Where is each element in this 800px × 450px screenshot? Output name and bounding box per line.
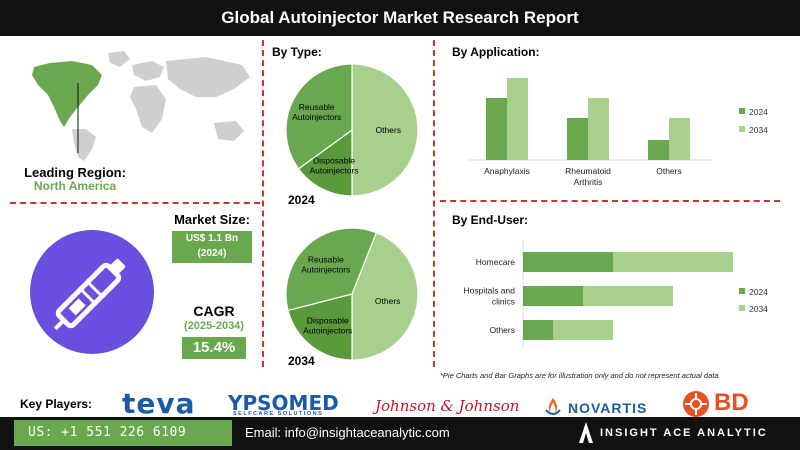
- brand-name: INSIGHT ACE ANALYTIC: [600, 427, 768, 439]
- page-title: Global Autoinjector Market Research Repo…: [221, 8, 579, 27]
- map-south-america: [72, 129, 96, 161]
- application-tick-rheumatoid-arthritis: Rheumatoid Arthritis: [565, 166, 611, 187]
- market-size-label: Market Size:: [174, 212, 250, 227]
- autoinjector-icon: [30, 230, 154, 354]
- pie-label-others: Others: [376, 125, 402, 135]
- application-legend-2024: 2024: [749, 107, 768, 117]
- application-bar-anaphylaxis-2034: [507, 78, 528, 160]
- application-bar-others-2024: [648, 140, 669, 160]
- application-legend-swatch-2024: [739, 108, 745, 114]
- title-bar: [0, 0, 800, 36]
- pie-slice-reusable-autoinjectors: [285, 227, 378, 312]
- application-tick-others: Others: [656, 166, 682, 176]
- pie-label-reusable-autoinjectors: Reusable Autoinjectors: [292, 102, 341, 122]
- world-map: [32, 51, 250, 161]
- pie-2024-year: 2024: [288, 193, 315, 207]
- bd-logo: BD: [714, 389, 749, 416]
- by-application-title: By Application:: [452, 45, 540, 59]
- by-end-user-title: By End-User:: [452, 213, 529, 227]
- application-bar-rheumatoid-arthritis-2034: [588, 98, 609, 160]
- novartis-logo: NOVARTIS: [568, 400, 648, 416]
- pie-2034-year: 2034: [288, 354, 315, 368]
- application-bar-anaphylaxis-2024: [486, 98, 507, 160]
- novartis-flame-icon: [545, 398, 561, 415]
- teva-logo: teva: [122, 387, 196, 420]
- market-size-value: US$ 1.1 Bn: [185, 233, 239, 244]
- end-user-tick-others: Others: [489, 325, 515, 335]
- email-link[interactable]: Email: info@insightaceanalytic.com: [245, 425, 450, 440]
- pie-slice-others: [351, 231, 419, 361]
- leading-region-value: North America: [33, 179, 117, 193]
- divider-right: [433, 40, 435, 367]
- ypsomed-logo: YPSOMED: [228, 391, 339, 415]
- divider-left: [262, 40, 264, 367]
- end-user-legend-2034: 2034: [749, 304, 768, 314]
- map-north-america: [32, 61, 102, 127]
- pie-label-reusable-autoinjectors: Reusable Autoinjectors: [301, 254, 350, 274]
- pie-slice-reusable-autoinjectors: [285, 63, 353, 170]
- market-size-box: US$ 1.1 Bn (2024): [172, 231, 252, 263]
- end-user-legend-swatch-2024: [739, 288, 745, 294]
- pie-slice-disposable-autoinjectors: [297, 128, 353, 197]
- bd-sun-icon: [683, 391, 709, 417]
- end-user-tick-homecare: Homecare: [476, 257, 515, 267]
- disclaimer: *Pie Charts and Bar Graphs are for illus…: [440, 371, 719, 380]
- map-greenland: [108, 51, 130, 67]
- application-legend-2034: 2034: [749, 125, 768, 135]
- pie-label-others: Others: [375, 296, 401, 306]
- end-user-tick-hospitals-and-clinics: Hospitals and clinics: [463, 286, 515, 307]
- pie-chart-2024: Others Disposable Autoinjectors Reusable Aut…: [285, 63, 419, 197]
- end-user-bar-chart: Homecare Hospitals and clinics Others 2024 20…: [463, 240, 768, 347]
- cagr-label: CAGR: [193, 303, 235, 319]
- end-user-bar-others-2024: [523, 320, 553, 340]
- end-user-bar-hospitals-and-clinics-2024: [523, 286, 583, 306]
- end-user-bar-homecare-2034: [613, 252, 733, 272]
- jnj-logo: Johnson & Johnson: [375, 397, 520, 415]
- pie-slice-disposable-autoinjectors: [287, 293, 353, 361]
- phone-number[interactable]: US: +1 551 226 6109: [14, 420, 232, 446]
- cagr-value: 15.4%: [182, 337, 246, 359]
- ypsomed-tagline: SELFCARE SOLUTIONS: [233, 411, 324, 417]
- pie-label-disposable-autoinjectors: Disposable Autoinjectors: [309, 155, 358, 175]
- market-size-year: (2024): [197, 248, 227, 259]
- divider-left-horizontal: [10, 202, 260, 204]
- end-user-bar-hospitals-and-clinics-2034: [583, 286, 673, 306]
- insightace-logo-icon: [579, 422, 593, 443]
- cagr-period: (2025-2034): [184, 320, 244, 332]
- map-australia: [214, 121, 244, 141]
- map-asia: [166, 57, 250, 97]
- by-type-title: By Type:: [272, 45, 322, 59]
- key-players-label: Key Players:: [20, 397, 93, 411]
- pie-slice-others: [351, 63, 419, 197]
- end-user-legend-swatch-2034: [739, 305, 745, 311]
- map-africa: [130, 85, 166, 133]
- end-user-bar-others-2034: [553, 320, 613, 340]
- application-legend-swatch-2034: [739, 126, 745, 132]
- application-bar-chart: Anaphylaxis Rheumatoid Arthritis Others 2024…: [466, 78, 768, 187]
- application-bar-rheumatoid-arthritis-2024: [567, 118, 588, 160]
- application-bar-others-2034: [669, 118, 690, 160]
- end-user-legend-2024: 2024: [749, 287, 768, 297]
- map-europe: [132, 61, 164, 81]
- application-tick-anaphylaxis: Anaphylaxis: [484, 166, 530, 176]
- divider-right-horizontal: [440, 200, 780, 202]
- pie-label-disposable-autoinjectors: Disposable Autoinjectors: [303, 315, 352, 335]
- end-user-bar-homecare-2024: [523, 252, 613, 272]
- leading-region-label: Leading Region:: [24, 165, 126, 180]
- pie-chart-2034: Others Disposable Autoinjectors Reusable Aut…: [285, 227, 419, 361]
